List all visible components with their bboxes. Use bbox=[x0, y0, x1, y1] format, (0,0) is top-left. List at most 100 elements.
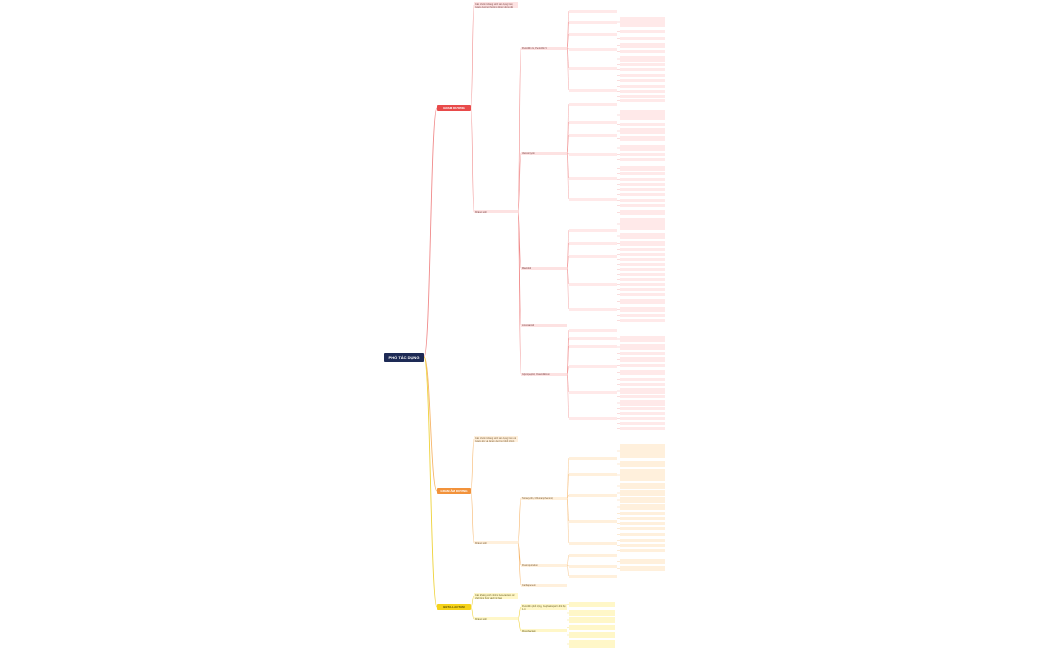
orange-group-node[interactable]: Fluoroquinolon bbox=[521, 563, 567, 567]
red-leaf-node[interactable] bbox=[620, 145, 665, 151]
red-leaf-node[interactable] bbox=[620, 136, 665, 141]
red-sub-node[interactable] bbox=[569, 364, 617, 368]
red-sub-node[interactable] bbox=[569, 20, 617, 24]
red-leaf-node[interactable] bbox=[620, 253, 665, 256]
orange-group-node[interactable]: Carbapenem bbox=[521, 583, 567, 587]
red-group-node[interactable]: Macrolid bbox=[521, 266, 567, 270]
red-leaf-node[interactable] bbox=[620, 407, 665, 410]
red-leaf-node[interactable] bbox=[620, 85, 665, 88]
red-sub-node[interactable] bbox=[569, 47, 617, 51]
red-leaf-node[interactable] bbox=[620, 248, 665, 251]
red-leaf-node[interactable] bbox=[620, 153, 665, 156]
orange-leaf-node[interactable] bbox=[620, 483, 665, 489]
red-leaf-node[interactable] bbox=[620, 258, 665, 261]
red-sub-node[interactable] bbox=[569, 328, 617, 332]
red-leaf-node[interactable] bbox=[620, 37, 665, 40]
red-leaf-node[interactable] bbox=[620, 307, 665, 312]
orange-leaf-node[interactable] bbox=[620, 469, 665, 481]
red-leaf-node[interactable] bbox=[620, 128, 665, 134]
orange-sub-node[interactable] bbox=[569, 519, 617, 523]
red-leaf-node[interactable] bbox=[620, 110, 665, 120]
red-mid-node[interactable]: Kháng sinh bbox=[474, 210, 518, 213]
orange-sub-node[interactable] bbox=[569, 564, 617, 568]
red-leaf-node[interactable] bbox=[620, 166, 665, 171]
orange-sub-node[interactable] bbox=[569, 472, 617, 476]
orange-leaf-node[interactable] bbox=[620, 544, 665, 547]
red-sub-node[interactable] bbox=[569, 228, 617, 232]
branch-gram-am-duong[interactable]: GRAM ÂM DƯƠNG bbox=[437, 488, 471, 494]
orange-leaf-node[interactable] bbox=[620, 566, 665, 571]
orange-sub-node[interactable] bbox=[569, 493, 617, 497]
red-leaf-node[interactable] bbox=[620, 193, 665, 196]
red-leaf-node[interactable] bbox=[620, 30, 665, 33]
yellow-leaf-node[interactable] bbox=[569, 625, 615, 630]
red-leaf-node[interactable] bbox=[620, 400, 665, 406]
orange-sub-node[interactable] bbox=[569, 456, 617, 460]
red-leaf-node[interactable] bbox=[620, 383, 665, 386]
red-sub-node[interactable] bbox=[569, 9, 617, 13]
red-leaf-node[interactable] bbox=[620, 273, 665, 276]
orange-group-node[interactable]: Tetracyclin, Chloramphenicol, Aminoglyco… bbox=[521, 496, 567, 500]
orange-leaf-node[interactable] bbox=[620, 527, 665, 530]
orange-leaf-node[interactable] bbox=[620, 517, 665, 520]
branch-gram-duong[interactable]: GRAM DƯƠNG bbox=[437, 105, 471, 111]
red-leaf-node[interactable] bbox=[620, 417, 665, 420]
red-leaf-node[interactable] bbox=[620, 123, 665, 126]
yellow-intro-node[interactable]: Các kháng sinh nhóm beta-lactam ức chế t… bbox=[474, 593, 518, 599]
red-leaf-node[interactable] bbox=[620, 74, 665, 77]
orange-leaf-node[interactable] bbox=[620, 559, 665, 564]
red-leaf-node[interactable] bbox=[620, 68, 665, 71]
orange-leaf-node[interactable] bbox=[620, 539, 665, 542]
yellow-leaf-node[interactable] bbox=[569, 632, 615, 638]
red-leaf-node[interactable] bbox=[620, 241, 665, 246]
red-leaf-node[interactable] bbox=[620, 278, 665, 281]
red-sub-node[interactable] bbox=[569, 133, 617, 137]
red-leaf-node[interactable] bbox=[620, 183, 665, 186]
red-leaf-node[interactable] bbox=[620, 90, 665, 93]
orange-leaf-node[interactable] bbox=[620, 512, 665, 515]
red-leaf-node[interactable] bbox=[620, 79, 665, 82]
red-leaf-node[interactable] bbox=[620, 422, 665, 425]
red-leaf-node[interactable] bbox=[620, 172, 665, 175]
red-sub-node[interactable] bbox=[569, 120, 617, 124]
red-leaf-node[interactable] bbox=[620, 204, 665, 207]
red-leaf-node[interactable] bbox=[620, 370, 665, 375]
red-leaf-node[interactable] bbox=[620, 299, 665, 304]
red-sub-node[interactable] bbox=[569, 344, 617, 348]
root-node[interactable]: PHỔ TÁC DỤNG bbox=[384, 353, 424, 362]
orange-leaf-node[interactable] bbox=[620, 461, 665, 467]
red-leaf-node[interactable] bbox=[620, 293, 665, 296]
orange-sub-node[interactable] bbox=[569, 574, 617, 578]
red-leaf-node[interactable] bbox=[620, 63, 665, 66]
orange-leaf-node[interactable] bbox=[620, 497, 665, 503]
red-leaf-node[interactable] bbox=[620, 50, 665, 53]
red-sub-node[interactable] bbox=[569, 336, 617, 340]
red-leaf-node[interactable] bbox=[620, 218, 665, 230]
red-leaf-node[interactable] bbox=[620, 158, 665, 161]
red-sub-node[interactable] bbox=[569, 307, 617, 311]
red-leaf-node[interactable] bbox=[620, 427, 665, 430]
red-leaf-node[interactable] bbox=[620, 388, 665, 394]
red-sub-node[interactable] bbox=[569, 282, 617, 286]
red-leaf-node[interactable] bbox=[620, 288, 665, 291]
orange-mid-node[interactable]: Kháng sinh bbox=[474, 541, 518, 544]
yellow-leaf-node[interactable] bbox=[569, 610, 615, 616]
red-sub-node[interactable] bbox=[569, 390, 617, 394]
red-leaf-node[interactable] bbox=[620, 412, 665, 415]
red-group-node[interactable]: Penicillin G, Penicillin V bbox=[521, 46, 567, 50]
red-group-node[interactable]: Lincosamid bbox=[521, 323, 567, 327]
yellow-group-node[interactable]: Penicillin phổ rộng, Cephalosporin thế h… bbox=[521, 604, 567, 610]
yellow-leaf-node[interactable] bbox=[569, 602, 615, 607]
red-leaf-node[interactable] bbox=[620, 210, 665, 215]
red-leaf-node[interactable] bbox=[620, 188, 665, 191]
red-group-node[interactable]: Glycopeptid, Oxazolidinon bbox=[521, 372, 567, 376]
red-leaf-node[interactable] bbox=[620, 233, 665, 239]
orange-leaf-node[interactable] bbox=[620, 533, 665, 536]
red-leaf-node[interactable] bbox=[620, 199, 665, 202]
yellow-mid-node[interactable]: Kháng sinh bbox=[474, 617, 518, 620]
red-leaf-node[interactable] bbox=[620, 314, 665, 317]
red-sub-node[interactable] bbox=[569, 197, 617, 201]
orange-leaf-node[interactable] bbox=[620, 504, 665, 510]
red-leaf-node[interactable] bbox=[620, 99, 665, 102]
red-leaf-node[interactable] bbox=[620, 178, 665, 181]
